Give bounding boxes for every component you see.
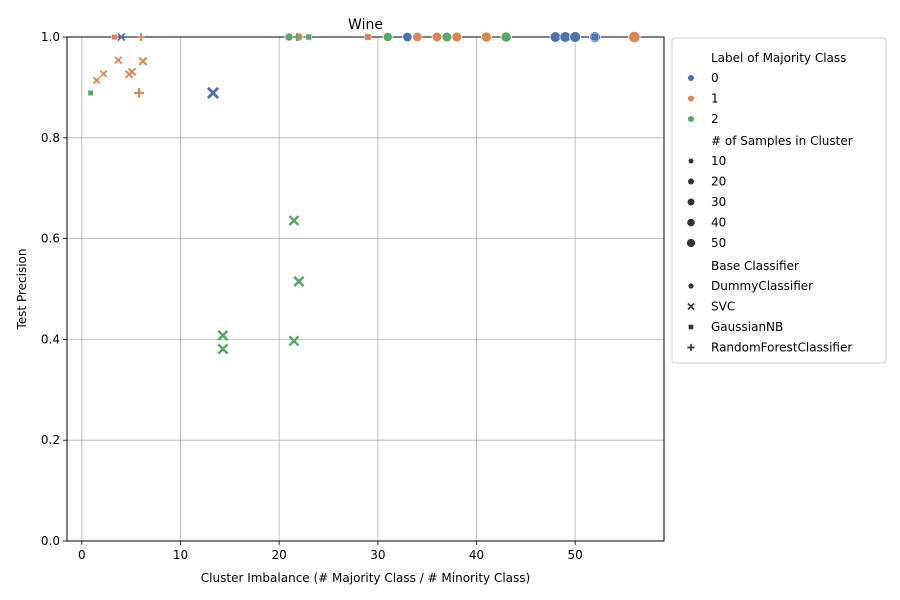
data-point [402, 31, 413, 43]
y-axis-label: Test Precision [15, 249, 29, 331]
x-tick-label: 10 [173, 548, 188, 562]
data-point [412, 31, 423, 43]
data-point [92, 76, 101, 85]
data-point [480, 31, 492, 43]
legend-style-entries: DummyClassifier SVC GaussianNB RandomForest… [687, 279, 852, 355]
y-tick-label: 0.2 [41, 433, 60, 447]
legend-hue-label: 2 [711, 112, 719, 126]
data-point [114, 56, 123, 65]
y-tick-label: 0.6 [41, 232, 60, 246]
grid-lines [67, 36, 664, 542]
legend-box [671, 37, 887, 364]
legend: Label of Majority Class 0 1 2 # of Samples… [671, 37, 887, 364]
x-tick-label: 20 [272, 548, 287, 562]
legend-style-marker [687, 282, 695, 290]
data-point [500, 31, 512, 43]
x-tick-label: 30 [370, 548, 385, 562]
data-point [364, 33, 372, 41]
legend-style-label: GaussianNB [711, 320, 783, 334]
chart-title: Wine [348, 17, 383, 33]
data-point [288, 335, 300, 347]
legend-size-label: 30 [711, 195, 726, 209]
data-point [217, 343, 229, 355]
legend-hue-label: 0 [711, 71, 719, 85]
legend-hue-entries: 0 1 2 [688, 71, 719, 126]
legend-style-marker [688, 324, 694, 330]
legend-size-label: 40 [711, 216, 726, 230]
legend-size-title: # of Samples in Cluster [711, 134, 853, 148]
data-point [137, 32, 146, 42]
legend-size-label: 10 [711, 154, 726, 168]
legend-hue-marker [688, 116, 694, 122]
legend-size-entries: 10 20 30 40 50 [686, 154, 726, 250]
data-point [292, 32, 301, 42]
y-tick-label: 0.8 [41, 131, 60, 145]
data-point [206, 86, 220, 100]
legend-style-marker [687, 302, 695, 311]
data-point [288, 215, 300, 226]
data-point [217, 329, 229, 341]
data-point [111, 33, 118, 41]
x-axis-label: Cluster Imbalance (# Majority Class / # … [201, 571, 530, 585]
plot-frame [66, 36, 665, 542]
data-point [549, 31, 562, 43]
x-tick-label: 50 [568, 548, 583, 562]
legend-hue-label: 1 [711, 92, 719, 106]
legend-size-marker [686, 238, 696, 248]
legend-hue-title: Label of Majority Class [711, 51, 846, 65]
data-points [87, 30, 641, 355]
data-point [134, 88, 144, 98]
data-point [87, 90, 94, 96]
y-tick-label: 0.4 [41, 332, 60, 346]
x-tick-label: 0 [78, 548, 86, 562]
legend-style-title: Base Classifier [711, 259, 799, 273]
data-point [451, 31, 463, 43]
legend-style-label: SVC [711, 300, 735, 314]
data-point [590, 32, 600, 42]
axis-ticks: 0 10 20 30 40 50 0.0 0.2 0.4 0.6 0.8 1.0 [41, 30, 583, 562]
data-point [628, 30, 641, 44]
legend-style-marker [687, 343, 695, 352]
legend-style-label: RandomForestClassifier [711, 341, 852, 355]
data-point [138, 56, 148, 66]
legend-hue-marker [688, 75, 694, 81]
legend-hue-marker [688, 95, 694, 102]
legend-size-marker [687, 178, 695, 185]
data-point [431, 31, 443, 43]
data-point [382, 31, 393, 43]
data-point [305, 33, 312, 41]
data-point [117, 32, 126, 42]
y-tick-label: 1.0 [41, 30, 60, 44]
legend-size-label: 20 [711, 175, 726, 189]
data-point [127, 67, 137, 76]
data-point [569, 31, 582, 43]
y-tick-label: 0.0 [41, 534, 60, 548]
data-point [293, 275, 305, 287]
legend-size-marker [688, 158, 694, 164]
legend-size-marker [687, 218, 695, 227]
x-tick-label: 40 [469, 548, 484, 562]
legend-size-label: 50 [711, 236, 726, 250]
legend-style-label: DummyClassifier [711, 279, 813, 293]
legend-size-marker [687, 198, 695, 206]
data-point [559, 31, 572, 43]
data-point [99, 70, 108, 78]
data-point [284, 32, 294, 42]
data-point [441, 31, 453, 43]
